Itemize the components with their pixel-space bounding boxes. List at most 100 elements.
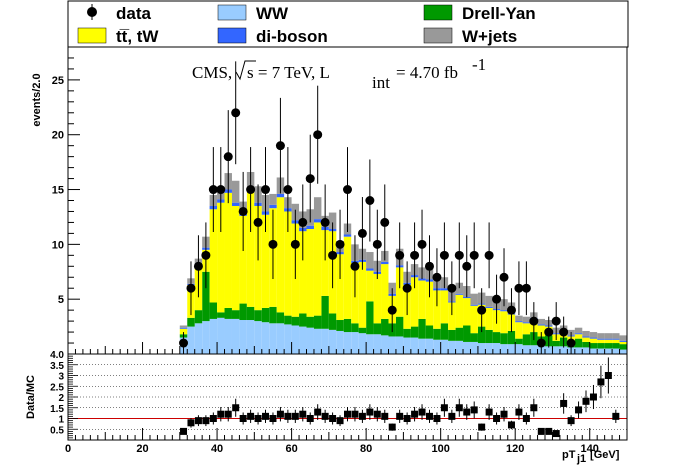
bar-ww-26 (373, 334, 382, 354)
data-point-1 (186, 283, 196, 293)
bar-w-jets-54 (582, 330, 590, 337)
bar-w-jets-46 (522, 316, 531, 323)
sqrt-sign (235, 60, 256, 81)
bar-drell-yan-12 (269, 306, 277, 324)
ratio-point-13 (276, 410, 284, 418)
main-y-tick-label-10: 10 (52, 239, 64, 251)
bar-tt-tw-48 (537, 325, 546, 337)
bar-ww-15 (291, 325, 300, 354)
bar-ww-40 (477, 343, 486, 354)
bar-drell-yan-15 (291, 316, 300, 326)
ratio-points (180, 372, 620, 438)
ratio-point-20 (329, 415, 337, 422)
bar-ww-32 (418, 338, 426, 354)
data-point-34 (432, 272, 442, 282)
bar-w-jets-45 (515, 315, 523, 322)
bar-drell-yan-21 (336, 320, 344, 331)
bar-drell-yan-58 (612, 343, 620, 349)
bar-di-boson-32 (418, 278, 426, 281)
bar-di-boson-57 (604, 338, 613, 340)
ratio-y-tick-label-3: 2 (58, 393, 64, 404)
bar-ww-23 (351, 332, 359, 354)
data-point-15 (290, 239, 300, 249)
cms-text: CMS, (192, 63, 232, 82)
bar-di-boson-58 (612, 338, 620, 340)
x-tick-label-40: 40 (211, 443, 223, 455)
bar-tt-tw-16 (299, 231, 307, 314)
bar-drell-yan-3 (202, 271, 210, 322)
bar-drell-yan-19 (321, 295, 329, 329)
bar-drell-yan-25 (366, 301, 374, 335)
bar-ww-5 (217, 317, 225, 354)
bar-drell-yan-44 (507, 330, 516, 345)
data-point-22 (343, 185, 352, 195)
bar-drell-yan-17 (306, 316, 314, 328)
bar-w-jets-25 (366, 252, 374, 269)
ratio-point-10 (254, 415, 262, 422)
ratio-point-56 (597, 378, 605, 386)
x-axis-title-unit: [GeV] (587, 449, 620, 461)
ratio-plot: 0.511.522.533.54.0 0 20 40 60 80 100 120 140 Da… (25, 342, 628, 455)
bar-di-boson-37 (455, 293, 464, 295)
bar-tt-tw-14 (284, 211, 292, 316)
bar-ww-41 (485, 343, 493, 354)
bar-tt-tw-8 (239, 215, 247, 304)
legend-ttbar-label: tt̅, tW (116, 27, 159, 46)
bar-drell-yan-50 (552, 340, 560, 347)
bar-di-boson-46 (522, 322, 531, 324)
data-point-39 (469, 250, 479, 260)
x-tick-label-120: 120 (506, 443, 524, 455)
ratio-point-28 (388, 423, 396, 431)
bar-w-jets-28 (388, 282, 396, 294)
bar-tt-tw-59 (619, 341, 627, 345)
bar-tt-tw-17 (306, 229, 314, 317)
bar-ww-37 (455, 340, 464, 354)
ratio-point-7 (232, 404, 240, 412)
ratio-point-16 (299, 410, 307, 418)
data-point-24 (357, 228, 367, 238)
x-tick-label-100: 100 (431, 443, 449, 455)
bar-tt-tw-9 (246, 191, 255, 307)
data-point-42 (492, 294, 502, 304)
data-point-40 (477, 305, 487, 315)
legend-ttbar-swatch (77, 27, 107, 44)
bar-tt-tw-11 (261, 214, 270, 308)
bar-drell-yan-27 (381, 318, 389, 336)
bar-drell-yan-14 (284, 315, 292, 325)
ratio-y-tick-label-2: 1.5 (50, 404, 64, 415)
bar-di-boson-12 (269, 204, 277, 209)
ratio-point-34 (433, 415, 441, 422)
legend-diboson-label: di-boson (256, 27, 328, 46)
bar-ww-1 (187, 326, 195, 354)
legend-drellyan-swatch (423, 4, 453, 21)
bar-ww-42 (492, 343, 501, 354)
bar-ww-56 (597, 348, 605, 354)
ratio-point-19 (321, 412, 329, 420)
data-point-35 (439, 250, 449, 260)
legend-diboson-swatch (217, 27, 247, 44)
legend: data tt̅, tW WW di-boson Drell-Yan W+jet… (67, 0, 629, 48)
data-point-41 (484, 250, 494, 260)
bar-ww-30 (403, 337, 411, 354)
bar-w-jets-39 (470, 293, 478, 305)
ratio-point-33 (425, 412, 433, 420)
bar-ww-55 (589, 348, 598, 354)
bar-ww-14 (284, 324, 292, 354)
bar-ww-2 (194, 323, 203, 354)
ratio-point-46 (522, 415, 530, 422)
bar-ww-6 (224, 318, 232, 354)
ratio-point-58 (612, 412, 620, 420)
bar-di-boson-13 (276, 193, 285, 198)
bar-w-jets-56 (597, 333, 605, 339)
bar-di-boson-0 (179, 327, 188, 329)
bar-drell-yan-13 (276, 312, 285, 324)
bar-drell-yan-23 (351, 323, 359, 333)
x-axis: 0 20 40 60 80 100 120 140 (65, 342, 628, 455)
main-y-axis-title: events/2.0 (31, 73, 43, 126)
bar-tt-tw-33 (425, 281, 434, 326)
data-point-31 (410, 250, 420, 260)
data-point-11 (261, 185, 271, 195)
ratio-point-1 (187, 419, 195, 427)
bar-ww-39 (470, 341, 478, 354)
bar-ww-35 (440, 339, 449, 354)
